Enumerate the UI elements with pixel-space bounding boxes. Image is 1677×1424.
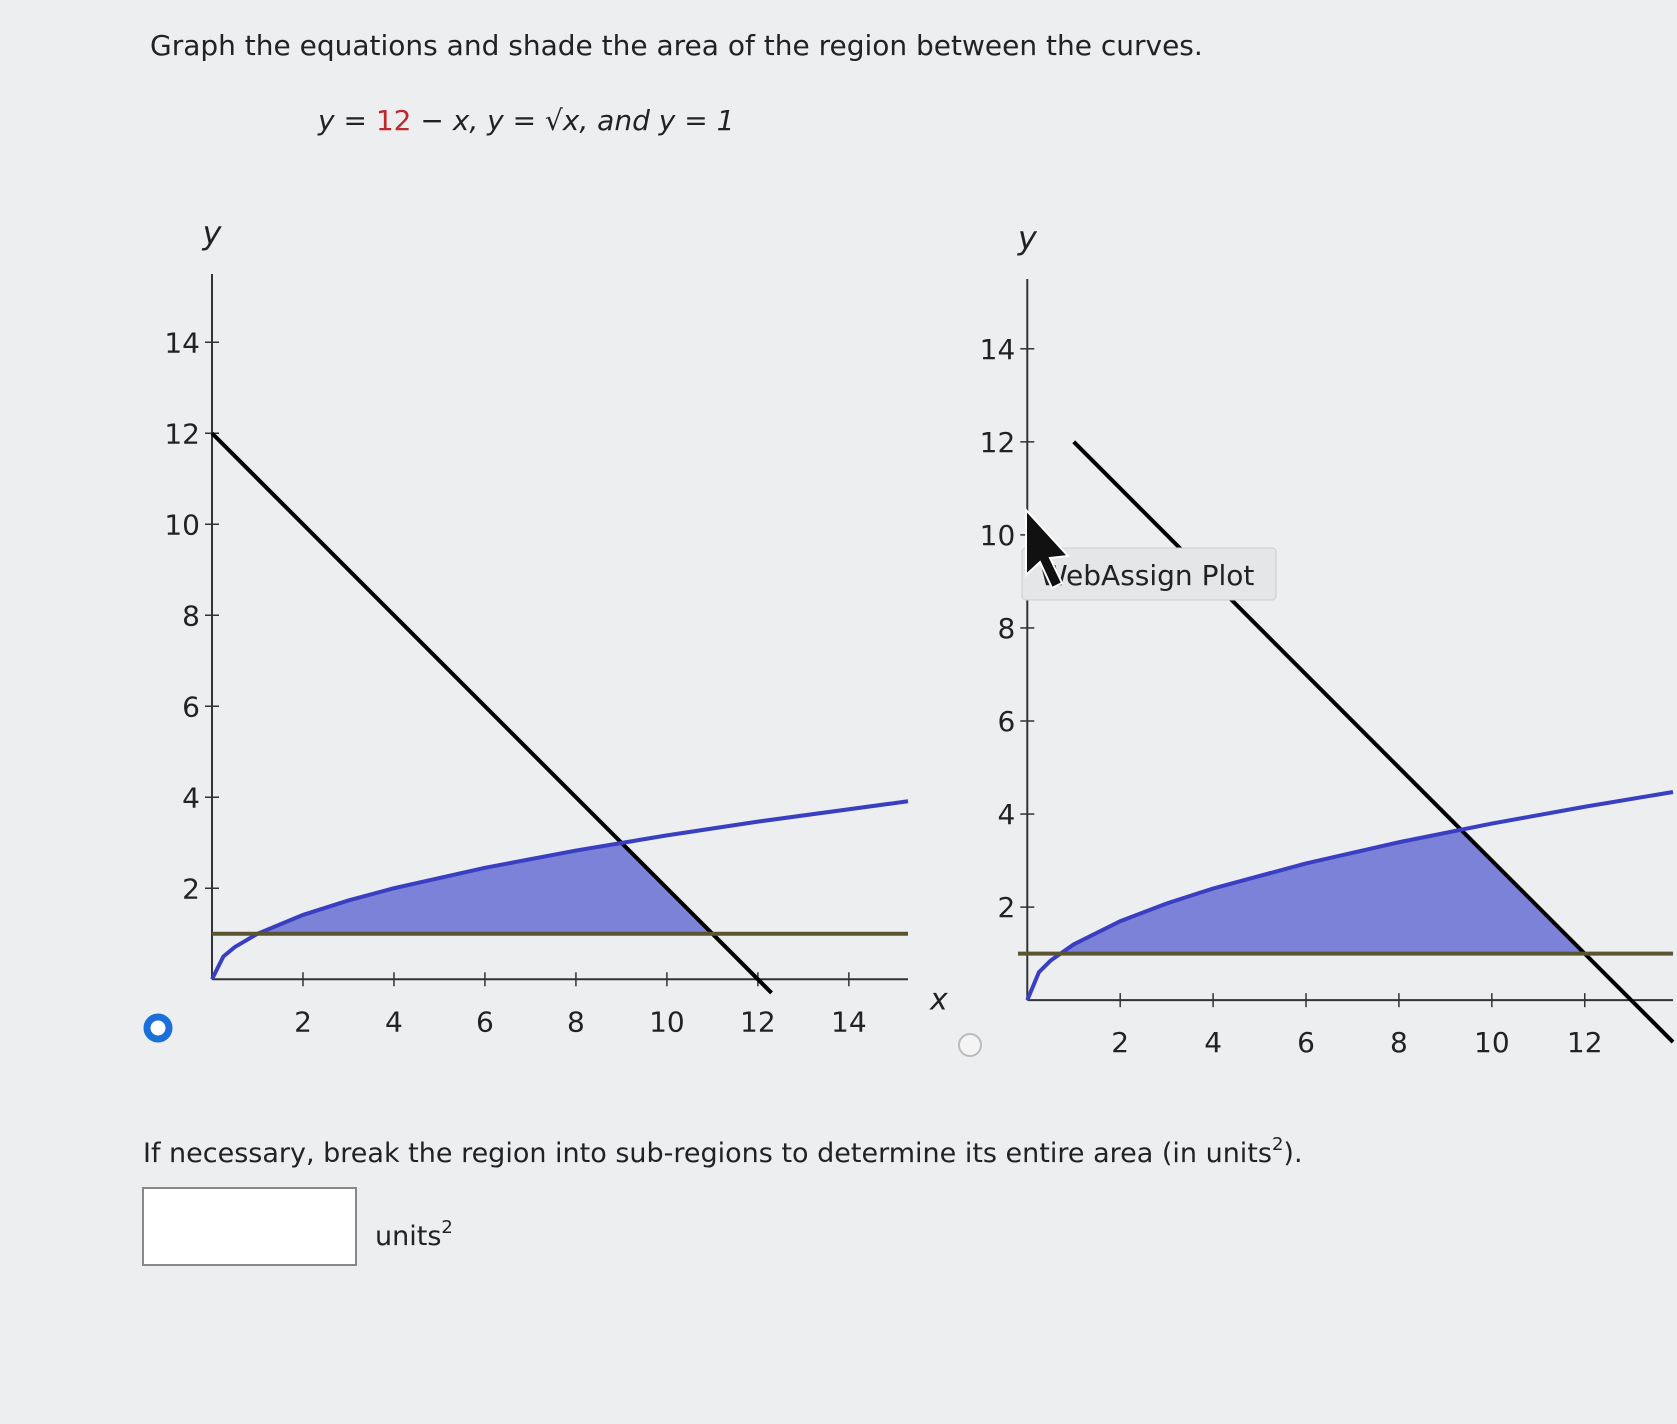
- y-tick-label: 4: [182, 781, 200, 814]
- equation-highlight: 12: [376, 104, 412, 137]
- y-tick-label: 6: [997, 705, 1015, 738]
- x-tick-label: 8: [1390, 1026, 1408, 1059]
- plots: 2 4 6 8 10 12 14 2 4 6 8 10 12 14 x y 2 4 6 8 10 12 2 4 6 8 10 12 14…: [143, 214, 1675, 1059]
- cursor: [1025, 507, 1071, 590]
- prompt-exponent: 2: [1272, 1134, 1283, 1155]
- equation-prefix: y =: [317, 104, 376, 137]
- y-tick-label: 12: [164, 417, 200, 450]
- answer-input[interactable]: [142, 1187, 357, 1266]
- tooltip: WebAssign Plot: [1040, 559, 1254, 592]
- y-tick-label: 10: [980, 519, 1016, 552]
- instruction: Graph the equations and shade the area o…: [150, 29, 1203, 62]
- curve: [210, 799, 909, 981]
- radio-button[interactable]: [143, 1013, 173, 1043]
- curve: [1025, 790, 1674, 1001]
- equation: y = 12 − x, y = √x, and y = 1: [317, 104, 734, 137]
- shaded-region: [1059, 828, 1585, 954]
- y-tick-label: 6: [182, 690, 200, 723]
- x-tick-label: 6: [476, 1005, 494, 1038]
- y-tick-label: 12: [980, 426, 1016, 459]
- unit-exponent: 2: [441, 1217, 452, 1238]
- shaded-region: [257, 842, 713, 934]
- x-tick-label: 12: [1567, 1026, 1603, 1059]
- curve: [210, 431, 773, 995]
- x-tick-label: 6: [1297, 1026, 1315, 1059]
- x-tick-label: 8: [567, 1005, 585, 1038]
- x-tick-label: 14: [831, 1005, 867, 1038]
- x-tick-label: 2: [294, 1005, 312, 1038]
- y-tick-label: 8: [997, 612, 1015, 645]
- unit-label: units2: [375, 1217, 453, 1252]
- x-tick-label: 4: [385, 1005, 403, 1038]
- y-tick-label: 4: [997, 798, 1015, 831]
- x-tick-label: 2: [1111, 1026, 1129, 1059]
- y-tick-label: 2: [997, 891, 1015, 924]
- equation-rest: − x, y = √x, and y = 1: [411, 104, 734, 137]
- x-tick-label: 10: [1474, 1026, 1510, 1059]
- x-tick-label: 10: [649, 1005, 685, 1038]
- x-tick-label: 4: [1204, 1026, 1222, 1059]
- unit-text: units: [375, 1221, 441, 1252]
- y-tick-label: 10: [164, 508, 200, 541]
- curve: [1072, 440, 1675, 1044]
- x-tick-label: 12: [740, 1005, 776, 1038]
- y-tick-label: 14: [980, 333, 1016, 366]
- x-axis-label: x: [929, 982, 948, 1017]
- y-axis-label: y: [202, 214, 223, 252]
- y-axis-label: y: [1017, 219, 1038, 257]
- area-prompt: If necessary, break the region into sub-…: [143, 1134, 1303, 1169]
- y-tick-label: 14: [164, 326, 200, 359]
- radio-button[interactable]: [958, 1033, 982, 1057]
- prompt-end: ).: [1283, 1138, 1302, 1169]
- y-tick-label: 2: [182, 872, 200, 905]
- prompt-text: If necessary, break the region into sub-…: [143, 1138, 1272, 1169]
- y-tick-label: 8: [182, 599, 200, 632]
- tooltip-box: [1021, 547, 1277, 601]
